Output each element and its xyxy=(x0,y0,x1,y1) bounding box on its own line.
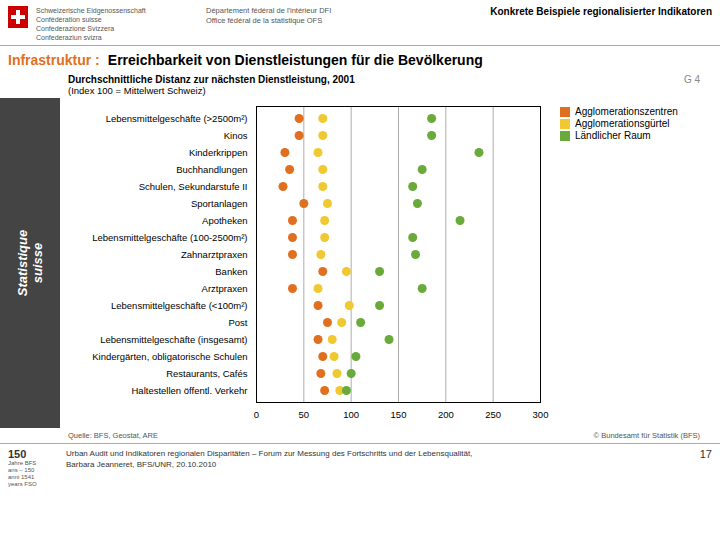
svg-text:250: 250 xyxy=(485,409,501,420)
svg-text:Kinderkrippen: Kinderkrippen xyxy=(189,147,248,158)
svg-text:150: 150 xyxy=(391,409,407,420)
svg-text:Apotheken: Apotheken xyxy=(202,215,247,226)
svg-text:200: 200 xyxy=(438,409,454,420)
html-text:(Index 100 = Mittelwert Schwei: (Index 100 = Mittelwert Schweiz) xyxy=(68,85,206,96)
svg-text:Restaurants, Cafés: Restaurants, Cafés xyxy=(166,368,248,379)
html-text:Barbara Jeanneret, BFS/UNR, 20: Barbara Jeanneret, BFS/UNR, 20.10.2010 xyxy=(66,460,217,469)
html-text:anni 1541: anni 1541 xyxy=(8,474,35,480)
html-text:Konkrete Beispiele regionalisi: Konkrete Beispiele regionalisierter Indi… xyxy=(490,6,712,17)
svg-text:Lebensmittelgeschäfte (>2500m²: Lebensmittelgeschäfte (>2500m²) xyxy=(106,113,248,124)
html-text:Statistique suisse: Statistique suisse xyxy=(15,229,45,297)
html-text:Durchschnittliche Distanz zur: Durchschnittliche Distanz zur nächsten D… xyxy=(68,74,355,85)
html-text:Infrastruktur :: Infrastruktur : xyxy=(8,52,100,68)
html-text:Département fédéral de l'intér: Département fédéral de l'intérieur DFI xyxy=(206,6,332,15)
html-text:Quelle: BFS, Geostat, ARE: Quelle: BFS, Geostat, ARE xyxy=(68,431,158,440)
html-text:years FSO: years FSO xyxy=(8,481,37,487)
html-text:Erreichbarkeit von Dienstleist: Erreichbarkeit von Dienstleistungen für … xyxy=(107,52,483,68)
html-text:17: 17 xyxy=(699,448,712,460)
svg-text:Lebensmittelgeschäfte (100-250: Lebensmittelgeschäfte (100-2500m²) xyxy=(92,232,247,243)
svg-text:Lebensmittelgeschäfte (insgesa: Lebensmittelgeschäfte (insgesamt) xyxy=(100,334,247,345)
svg-text:Post: Post xyxy=(228,317,247,328)
html-text:Confederazione Svizzera: Confederazione Svizzera xyxy=(36,25,115,32)
svg-text:100: 100 xyxy=(343,409,359,420)
html-text:Office fédéral de la statistiq: Office fédéral de la statistique OFS xyxy=(206,16,323,25)
html-text:Jahre BFS: Jahre BFS xyxy=(8,460,37,466)
html-text:Agglomerationsgürtel: Agglomerationsgürtel xyxy=(575,118,670,129)
svg-text:Kinos: Kinos xyxy=(224,130,248,141)
svg-text:Banken: Banken xyxy=(215,266,247,277)
svg-text:Buchhandlungen: Buchhandlungen xyxy=(176,164,247,175)
svg-text:Schulen, Sekundarstufe II: Schulen, Sekundarstufe II xyxy=(139,181,248,192)
svg-text:Kindergärten, obligatorische S: Kindergärten, obligatorische Schulen xyxy=(92,351,247,362)
html-text:Schweizerische Eidgenossenscha: Schweizerische Eidgenossenschaft xyxy=(36,7,146,14)
svg-text:50: 50 xyxy=(299,409,310,420)
html-text:Confédération suisse: Confédération suisse xyxy=(36,16,102,23)
svg-text:Zahnarztpraxen: Zahnarztpraxen xyxy=(181,249,248,260)
svg-text:300: 300 xyxy=(533,409,549,420)
svg-text:Haltestellen öffentl. Verkehr: Haltestellen öffentl. Verkehr xyxy=(131,385,247,396)
svg-text:Lebensmittelgeschäfte (<100m²): Lebensmittelgeschäfte (<100m²) xyxy=(111,300,248,311)
html-text:150: 150 xyxy=(8,448,27,460)
html-text:G 4: G 4 xyxy=(683,74,700,85)
svg-text:0: 0 xyxy=(254,409,259,420)
html-text:Urban Audit und Indikatoren re: Urban Audit und Indikatoren regionalen D… xyxy=(66,449,473,458)
html-text:© Bundesamt für Statistik (BFS: © Bundesamt für Statistik (BFS) xyxy=(593,431,700,440)
html-text:ans – 150: ans – 150 xyxy=(8,467,35,473)
svg-text:Arztpraxen: Arztpraxen xyxy=(202,283,248,294)
html-text:Ländlicher Raum: Ländlicher Raum xyxy=(575,130,651,141)
svg-text:Sportanlagen: Sportanlagen xyxy=(191,198,248,209)
html-text:Agglomerationszentren: Agglomerationszentren xyxy=(575,106,678,117)
html-text:Confederaziun svizra: Confederaziun svizra xyxy=(36,34,102,41)
